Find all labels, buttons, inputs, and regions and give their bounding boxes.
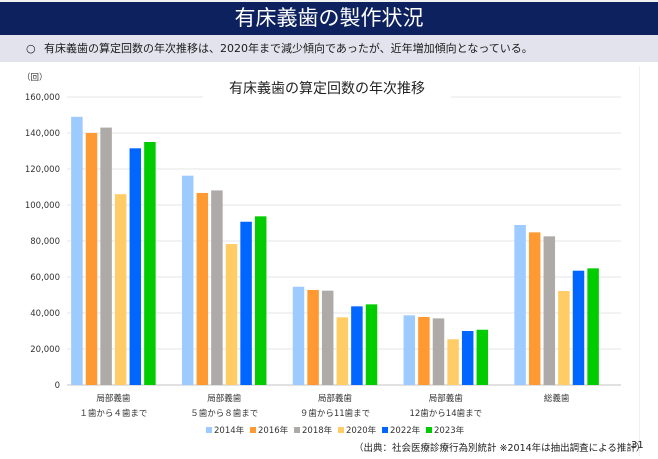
legend-label-2023: 2023年 bbox=[434, 425, 465, 436]
summary-band: ○ 有床義歯の算定回数の年次推移は、2020年まで減少傾向であったが、近年増加傾… bbox=[0, 35, 658, 62]
legend-label-2014: 2014年 bbox=[214, 425, 245, 436]
y-axis-unit: （回） bbox=[22, 72, 48, 83]
bar-2022-cat5 bbox=[572, 270, 585, 385]
bar-2020-cat1 bbox=[114, 194, 127, 385]
bar-2014-cat1 bbox=[71, 116, 83, 386]
bar-2023-cat5 bbox=[587, 268, 599, 385]
chart-title: 有床義歯の算定回数の年次推移 bbox=[229, 80, 425, 97]
bar-2023-cat1 bbox=[144, 142, 156, 385]
legend-label-2016: 2016年 bbox=[258, 425, 289, 436]
bar-2014-cat2 bbox=[181, 175, 194, 385]
bar-2018-cat5 bbox=[543, 236, 556, 385]
category-labels: 局部義歯１歯から４歯まで局部義歯５歯から８歯まで局部義歯９歯から11歯まで局部義… bbox=[79, 393, 569, 419]
bar-2020-cat2 bbox=[225, 244, 238, 385]
bar-2014-cat4 bbox=[403, 315, 416, 385]
legend-label-2022: 2022年 bbox=[390, 425, 421, 436]
legend-label-2020: 2020年 bbox=[346, 425, 377, 436]
y-tick-labels: 0 20,000 40,000 60,000 80,000 100,000 120,000 1… bbox=[25, 93, 60, 391]
bar-2018-cat1 bbox=[100, 127, 112, 385]
slide-title: 有床義歯の製作状況 bbox=[234, 6, 424, 30]
page-number: 31 bbox=[631, 440, 644, 451]
bar-2018-cat2 bbox=[211, 190, 223, 385]
y-tick-label: 80,000 bbox=[30, 237, 60, 247]
bar-2023-cat3 bbox=[365, 304, 378, 385]
bar-2014-cat3 bbox=[292, 286, 305, 385]
y-tick-label: 160,000 bbox=[25, 93, 60, 103]
bars bbox=[71, 116, 599, 386]
y-tick-label: 60,000 bbox=[30, 273, 60, 283]
category-label-line2: 12歯から14歯まで bbox=[409, 408, 482, 419]
category-label-line1: 局部義歯 bbox=[429, 393, 464, 404]
bar-2018-cat3 bbox=[321, 290, 334, 385]
y-tick-label: 100,000 bbox=[25, 201, 60, 211]
slide-header: 有床義歯の製作状況 bbox=[0, 2, 658, 35]
bar-2018-cat4 bbox=[432, 318, 445, 385]
y-tick-label: 20,000 bbox=[30, 345, 60, 355]
bar-2016-cat5 bbox=[528, 232, 541, 385]
y-tick-label: 0 bbox=[55, 381, 60, 391]
top-border bbox=[0, 0, 658, 2]
category-label-line2: ５歯から８歯まで bbox=[190, 408, 258, 419]
bar-2016-cat4 bbox=[418, 316, 430, 385]
y-tick-label: 40,000 bbox=[30, 309, 60, 319]
category-label-line1: 局部義歯 bbox=[207, 393, 242, 404]
circle-bullet-icon: ○ bbox=[26, 42, 36, 55]
chart-title-bg bbox=[203, 76, 451, 98]
legend-swatch-2020 bbox=[338, 427, 344, 433]
source-note: （出典：社会医療診療行為別統計 ※2014年は抽出調査による推計） bbox=[354, 443, 646, 454]
bar-2022-cat1 bbox=[129, 148, 142, 385]
bar-2022-cat4 bbox=[461, 331, 474, 385]
legend-label-2018: 2018年 bbox=[302, 425, 333, 436]
category-label-line1: 局部義歯 bbox=[96, 393, 131, 404]
legend-swatch-2022 bbox=[382, 427, 388, 433]
bar-2016-cat2 bbox=[196, 192, 209, 385]
bar-2020-cat4 bbox=[447, 339, 459, 385]
summary-text: 有床義歯の算定回数の年次推移は、2020年まで減少傾向であったが、近年増加傾向と… bbox=[44, 42, 533, 55]
category-label-line2: ９歯から11歯まで bbox=[300, 408, 370, 419]
legend-swatch-2018 bbox=[294, 427, 300, 433]
bar-2023-cat2 bbox=[254, 216, 267, 385]
bar-2016-cat3 bbox=[307, 289, 319, 385]
bar-2023-cat4 bbox=[476, 329, 489, 385]
y-tick-label: 140,000 bbox=[25, 129, 60, 139]
legend: 2014年 2016年 2018年 2020年 2022年 2023年 bbox=[206, 425, 465, 436]
category-label-line2: １歯から４歯まで bbox=[79, 408, 147, 419]
bar-2022-cat2 bbox=[240, 221, 252, 385]
bar-2014-cat5 bbox=[514, 224, 526, 385]
category-label-line1: 局部義歯 bbox=[318, 393, 353, 404]
bar-2022-cat3 bbox=[351, 306, 363, 385]
category-label-line1: 総義歯 bbox=[544, 393, 570, 404]
legend-swatch-2023 bbox=[426, 427, 432, 433]
bar-2020-cat5 bbox=[558, 291, 570, 385]
bar-2016-cat1 bbox=[85, 133, 98, 385]
legend-swatch-2016 bbox=[250, 427, 256, 433]
bar-2020-cat3 bbox=[336, 317, 349, 385]
y-tick-label: 120,000 bbox=[25, 165, 60, 175]
legend-swatch-2014 bbox=[206, 427, 212, 433]
